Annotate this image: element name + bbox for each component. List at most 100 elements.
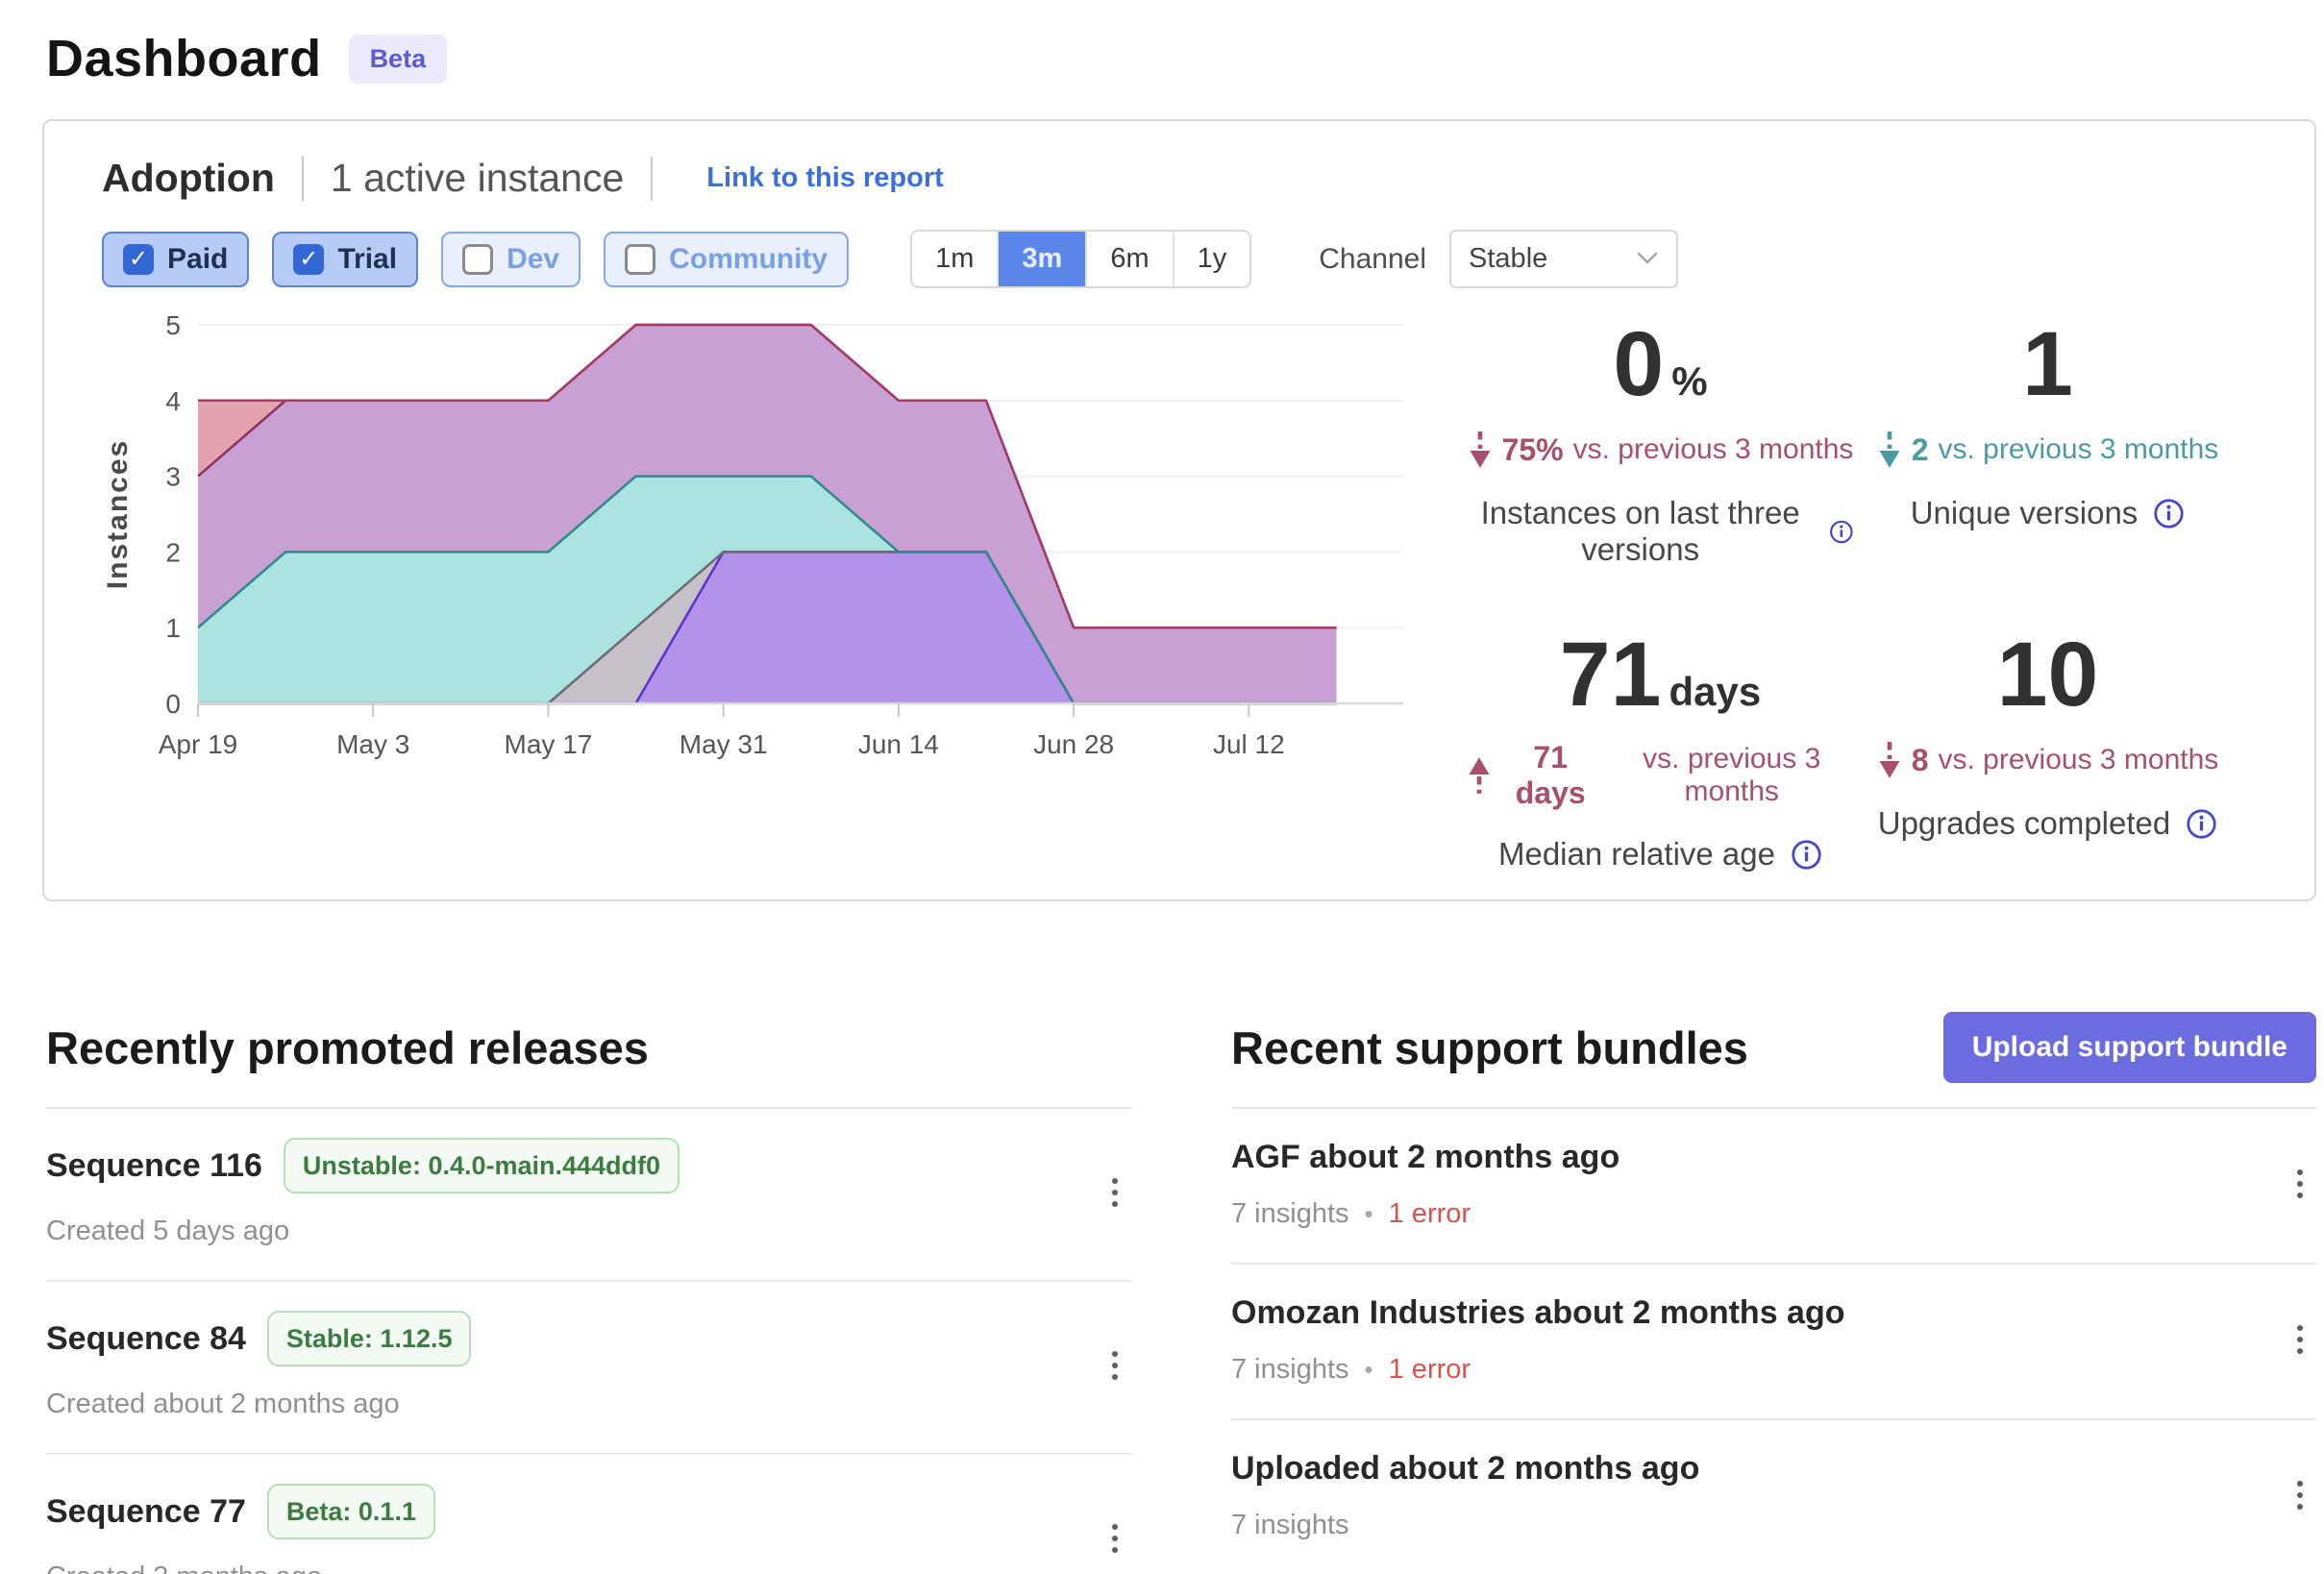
range-button-3m[interactable]: 3m	[999, 232, 1088, 286]
svg-text:May 17: May 17	[505, 729, 593, 759]
stat-change-text: vs. previous 3 months	[1572, 433, 1854, 465]
bundle-row-main: Omozan Industries about 2 months ago 7 in…	[1231, 1293, 2264, 1386]
svg-text:5: 5	[165, 313, 181, 340]
info-icon[interactable]	[1791, 839, 1822, 871]
dot-separator: •	[1364, 1199, 1373, 1228]
release-version-badge: Stable: 1.12.5	[266, 1311, 472, 1366]
stat-change-value: 71 days	[1515, 740, 1586, 810]
chart-and-stats: Apr 19 May 3 May 17 May 31 Jun 14 Jun 28 Jul 1…	[102, 310, 2270, 873]
stat-value: 1	[1854, 319, 2241, 410]
kebab-dot	[1112, 1524, 1118, 1530]
kebab-dot	[2297, 1181, 2303, 1187]
bundle-row: Omozan Industries about 2 months ago 7 in…	[1231, 1265, 2316, 1420]
info-icon[interactable]	[2186, 808, 2217, 840]
stat-card: 1 2 vs. previous 3 months Unique versions	[1854, 319, 2241, 568]
kebab-dot	[1112, 1351, 1118, 1357]
trend-down-icon	[1879, 742, 1900, 778]
info-icon[interactable]	[1829, 516, 1854, 548]
release-version-badge: Beta: 0.1.1	[266, 1484, 435, 1539]
bottom-columns: Recently promoted releases Sequence 116 U…	[42, 1012, 2316, 1574]
channel-control: Channel Stable	[1319, 230, 1679, 288]
stat-change-text: vs. previous 3 months	[1938, 433, 2219, 465]
kebab-dot	[2297, 1337, 2303, 1342]
stat-number: 1	[2022, 313, 2073, 415]
stat-number: 71	[1559, 624, 1662, 726]
checkbox-checked-icon: ✓	[293, 243, 325, 275]
stat-change: 75% vs. previous 3 months	[1467, 430, 1854, 470]
kebab-dot	[1112, 1536, 1118, 1541]
kebab-dot	[1112, 1190, 1118, 1195]
stat-change-text: vs. previous 3 months	[1643, 743, 1821, 807]
dot-separator: •	[1364, 1355, 1373, 1384]
row-menu-button[interactable]	[1099, 1336, 1131, 1395]
adoption-area-chart: Apr 19 May 3 May 17 May 31 Jun 14 Jun 28 Jul 1…	[102, 310, 1403, 759]
svg-text:May 31: May 31	[680, 729, 768, 759]
row-menu-button[interactable]	[2284, 1154, 2316, 1214]
bundle-insights: 7 insights	[1231, 1198, 1349, 1229]
svg-text:Instances: Instances	[102, 439, 134, 589]
row-menu-button[interactable]	[1099, 1509, 1131, 1568]
release-row-main: Sequence 77 Beta: 0.1.1 Created 3 months a…	[46, 1484, 1079, 1574]
stat-label: Instances on last three versions	[1480, 495, 1800, 567]
stat-label-row: Upgrades completed	[1854, 805, 2241, 842]
svg-text:Apr 19: Apr 19	[159, 729, 238, 759]
stat-unit: days	[1669, 669, 1762, 714]
release-row-main: Sequence 116 Unstable: 0.4.0-main.444ddf0…	[46, 1138, 1079, 1247]
range-button-6m[interactable]: 6m	[1087, 232, 1174, 286]
separator	[301, 156, 304, 201]
stat-value: 10	[1854, 629, 2241, 721]
row-menu-button[interactable]	[2284, 1310, 2316, 1369]
channel-select-value: Stable	[1469, 243, 1548, 274]
svg-text:4: 4	[165, 386, 181, 416]
release-list: Sequence 116 Unstable: 0.4.0-main.444ddf0…	[46, 1109, 1131, 1574]
adoption-title: Adoption	[102, 156, 275, 200]
upload-support-bundle-button[interactable]: Upload support bundle	[1942, 1012, 2316, 1083]
stat-value: 0%	[1467, 319, 1854, 410]
release-title: Sequence 116	[46, 1147, 262, 1184]
bundle-row-main: AGF about 2 months ago 7 insights • 1 error	[1231, 1138, 2264, 1230]
releases-header: Recently promoted releases	[46, 1017, 1131, 1078]
info-icon[interactable]	[2153, 498, 2185, 529]
adoption-chart-container: Apr 19 May 3 May 17 May 31 Jun 14 Jun 28 Jul 1…	[102, 310, 1409, 873]
filter-chip-trial[interactable]: ✓ Trial	[272, 231, 419, 287]
adoption-card-header: Adoption 1 active instance Link to this …	[102, 156, 2270, 201]
filter-chip-community[interactable]: Community	[604, 231, 850, 287]
stat-change: 8 vs. previous 3 months	[1854, 740, 2241, 780]
filter-chip-dev[interactable]: Dev	[441, 231, 581, 287]
stat-label: Median relative age	[1497, 836, 1775, 872]
row-menu-button[interactable]	[2284, 1465, 2316, 1525]
bundle-list: AGF about 2 months ago 7 insights • 1 error…	[1231, 1109, 2316, 1574]
kebab-dot	[2297, 1504, 2303, 1510]
svg-text:Jun 14: Jun 14	[858, 729, 939, 759]
range-button-1m[interactable]: 1m	[912, 232, 1000, 286]
kebab-dot	[2297, 1348, 2303, 1354]
release-row: Sequence 116 Unstable: 0.4.0-main.444ddf0…	[46, 1109, 1131, 1282]
bundle-row-main: Uploaded about 2 months ago 7 insights	[1231, 1449, 2264, 1541]
stat-label-row: Unique versions	[1854, 495, 2241, 531]
bundles-header: Recent support bundles Upload support bu…	[1231, 1012, 2316, 1083]
release-title: Sequence 77	[46, 1493, 246, 1530]
range-button-1y[interactable]: 1y	[1174, 232, 1250, 286]
link-to-report[interactable]: Link to this report	[706, 162, 944, 193]
kebab-dot	[2297, 1481, 2303, 1487]
stat-label-row: Median relative age	[1467, 836, 1854, 873]
bundle-row: Uploaded about 2 months ago 7 insights	[1231, 1420, 2316, 1574]
channel-select[interactable]: Stable	[1449, 230, 1679, 288]
row-menu-button[interactable]	[1099, 1163, 1131, 1222]
stat-change-value: 2	[1911, 431, 1929, 467]
kebab-dot	[2297, 1492, 2303, 1498]
svg-text:3: 3	[165, 462, 181, 492]
filter-chip-label: Paid	[167, 242, 229, 275]
stat-value: 71 days	[1467, 629, 1854, 721]
kebab-dot	[2297, 1169, 2303, 1175]
svg-text:2: 2	[165, 537, 181, 567]
release-created: Created 5 days ago	[46, 1216, 290, 1246]
svg-text:0: 0	[165, 689, 181, 719]
kebab-dot	[2297, 1193, 2303, 1198]
release-title: Sequence 84	[46, 1320, 246, 1357]
filter-chip-paid[interactable]: ✓ Paid	[102, 231, 250, 287]
release-created: Created 3 months ago	[46, 1561, 1079, 1574]
kebab-dot	[1112, 1363, 1118, 1368]
svg-text:1: 1	[165, 613, 181, 643]
stat-label: Unique versions	[1910, 495, 2139, 530]
